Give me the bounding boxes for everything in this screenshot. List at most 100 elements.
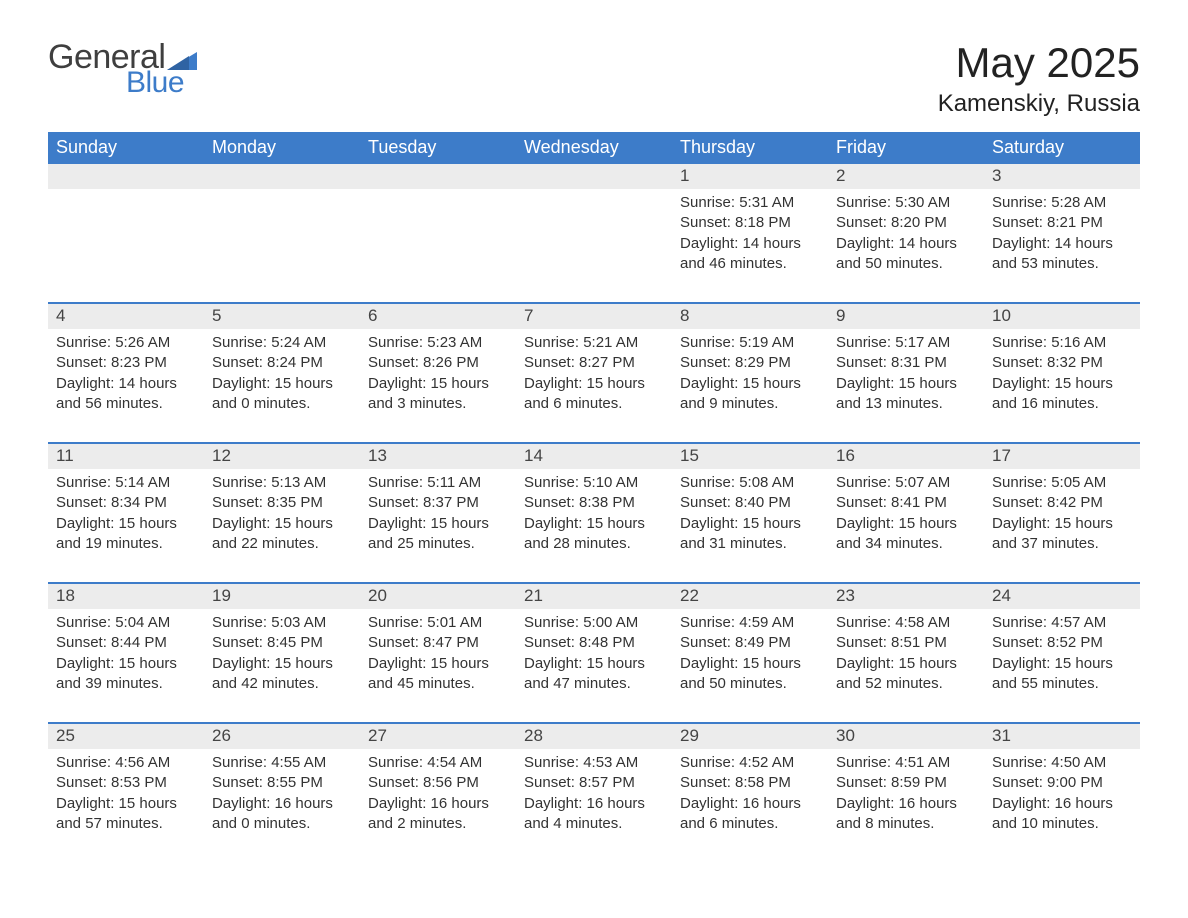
sunset-text: Sunset: 8:18 PM: [680, 213, 820, 233]
day-body-strip: Sunrise: 5:31 AMSunset: 8:18 PM Daylight:…: [48, 189, 1140, 302]
sunrise-text: Sunrise: 5:10 AM: [524, 473, 664, 493]
day-number: 28: [516, 724, 672, 749]
day-cell: Sunrise: 4:51 AMSunset: 8:59 PMDaylight:…: [828, 749, 984, 862]
day-number: 7: [516, 304, 672, 329]
day-cell: Sunrise: 5:01 AMSunset: 8:47 PMDaylight:…: [360, 609, 516, 722]
day-cell: Sunrise: 5:23 AMSunset: 8:26 PMDaylight:…: [360, 329, 516, 442]
sunrise-text: Sunrise: 5:01 AM: [368, 613, 508, 633]
daylight-text: Daylight: 15 hours and 31 minutes.: [680, 514, 820, 555]
sunset-text: Sunset: 8:48 PM: [524, 633, 664, 653]
sunset-text: Sunset: 8:40 PM: [680, 493, 820, 513]
day-number-strip: 18192021222324: [48, 584, 1140, 609]
daylight-text: Daylight: 16 hours and 6 minutes.: [680, 794, 820, 835]
sunset-text: Sunset: 8:57 PM: [524, 773, 664, 793]
day-cell: Sunrise: 4:50 AMSunset: 9:00 PMDaylight:…: [984, 749, 1140, 862]
title-block: May 2025 Kamenskiy, Russia: [938, 40, 1140, 118]
sunrise-text: Sunrise: 4:53 AM: [524, 753, 664, 773]
sunset-text: Sunset: 8:34 PM: [56, 493, 196, 513]
day-number: 2: [828, 164, 984, 189]
day-number: 1: [672, 164, 828, 189]
sunrise-text: Sunrise: 5:13 AM: [212, 473, 352, 493]
sunrise-text: Sunrise: 5:21 AM: [524, 333, 664, 353]
daylight-text: Daylight: 15 hours and 3 minutes.: [368, 374, 508, 415]
sunrise-text: Sunrise: 4:59 AM: [680, 613, 820, 633]
day-number-strip: 11121314151617: [48, 444, 1140, 469]
sunrise-text: Sunrise: 5:03 AM: [212, 613, 352, 633]
day-number: 19: [204, 584, 360, 609]
weekday-header: Monday: [204, 132, 360, 164]
day-cell: Sunrise: 5:11 AMSunset: 8:37 PMDaylight:…: [360, 469, 516, 582]
weekday-header: Tuesday: [360, 132, 516, 164]
month-title: May 2025: [938, 40, 1140, 86]
sunset-text: Sunset: 8:26 PM: [368, 353, 508, 373]
daylight-text: Daylight: 14 hours and 53 minutes.: [992, 234, 1132, 275]
sunset-text: Sunset: 8:45 PM: [212, 633, 352, 653]
day-number: 22: [672, 584, 828, 609]
day-cell: [48, 189, 204, 302]
sunrise-text: Sunrise: 4:50 AM: [992, 753, 1132, 773]
sunset-text: Sunset: 8:58 PM: [680, 773, 820, 793]
sunrise-text: Sunrise: 4:54 AM: [368, 753, 508, 773]
daylight-text: Daylight: 15 hours and 16 minutes.: [992, 374, 1132, 415]
sunrise-text: Sunrise: 4:58 AM: [836, 613, 976, 633]
sunrise-text: Sunrise: 5:24 AM: [212, 333, 352, 353]
daylight-text: Daylight: 16 hours and 8 minutes.: [836, 794, 976, 835]
day-cell: Sunrise: 5:19 AMSunset: 8:29 PMDaylight:…: [672, 329, 828, 442]
sunset-text: Sunset: 8:55 PM: [212, 773, 352, 793]
sunset-text: Sunset: 8:41 PM: [836, 493, 976, 513]
weekday-header: Wednesday: [516, 132, 672, 164]
calendar: Sunday Monday Tuesday Wednesday Thursday…: [48, 132, 1140, 862]
day-cell: Sunrise: 4:59 AMSunset: 8:49 PMDaylight:…: [672, 609, 828, 722]
day-number: [360, 164, 516, 189]
day-body-strip: Sunrise: 5:14 AMSunset: 8:34 PM Daylight:…: [48, 469, 1140, 582]
day-number: 13: [360, 444, 516, 469]
sunrise-text: Sunrise: 4:52 AM: [680, 753, 820, 773]
daylight-text: Daylight: 15 hours and 34 minutes.: [836, 514, 976, 555]
logo-word-blue: Blue: [126, 68, 197, 98]
day-number: [204, 164, 360, 189]
daylight-text: Daylight: 15 hours and 13 minutes.: [836, 374, 976, 415]
weekday-header: Thursday: [672, 132, 828, 164]
day-cell: Sunrise: 5:31 AMSunset: 8:18 PMDaylight:…: [672, 189, 828, 302]
day-cell: Sunrise: 4:56 AMSunset: 8:53 PMDaylight:…: [48, 749, 204, 862]
daylight-text: Daylight: 15 hours and 6 minutes.: [524, 374, 664, 415]
daylight-text: Daylight: 15 hours and 0 minutes.: [212, 374, 352, 415]
day-number: 15: [672, 444, 828, 469]
sunrise-text: Sunrise: 5:00 AM: [524, 613, 664, 633]
daylight-text: Daylight: 16 hours and 4 minutes.: [524, 794, 664, 835]
sunrise-text: Sunrise: 4:56 AM: [56, 753, 196, 773]
day-cell: Sunrise: 5:30 AMSunset: 8:20 PMDaylight:…: [828, 189, 984, 302]
sunrise-text: Sunrise: 5:28 AM: [992, 193, 1132, 213]
page-header: General Blue May 2025 Kamenskiy, Russia: [48, 40, 1140, 118]
weekday-header: Friday: [828, 132, 984, 164]
daylight-text: Daylight: 15 hours and 25 minutes.: [368, 514, 508, 555]
day-body-strip: Sunrise: 5:26 AMSunset: 8:23 PMDaylight:…: [48, 329, 1140, 442]
sunset-text: Sunset: 8:24 PM: [212, 353, 352, 373]
sunrise-text: Sunrise: 4:55 AM: [212, 753, 352, 773]
sunrise-text: Sunrise: 5:05 AM: [992, 473, 1132, 493]
sunrise-text: Sunrise: 5:14 AM: [56, 473, 196, 493]
sunset-text: Sunset: 8:42 PM: [992, 493, 1132, 513]
daylight-text: Daylight: 15 hours and 57 minutes.: [56, 794, 196, 835]
day-cell: Sunrise: 5:21 AMSunset: 8:27 PMDaylight:…: [516, 329, 672, 442]
day-body-strip: Sunrise: 5:04 AMSunset: 8:44 PMDaylight:…: [48, 609, 1140, 722]
sunrise-text: Sunrise: 5:17 AM: [836, 333, 976, 353]
daylight-text: Daylight: 15 hours and 9 minutes.: [680, 374, 820, 415]
sunset-text: Sunset: 8:21 PM: [992, 213, 1132, 233]
sunrise-text: Sunrise: 5:31 AM: [680, 193, 820, 213]
daylight-text: Daylight: 15 hours and 47 minutes.: [524, 654, 664, 695]
weekday-header: Saturday: [984, 132, 1140, 164]
daylight-text: Daylight: 14 hours and 56 minutes.: [56, 374, 196, 415]
day-cell: [360, 189, 516, 302]
daylight-text: Daylight: 14 hours and 50 minutes.: [836, 234, 976, 275]
day-cell: Sunrise: 5:14 AMSunset: 8:34 PMDaylight:…: [48, 469, 204, 582]
day-number: [516, 164, 672, 189]
day-number: 11: [48, 444, 204, 469]
day-number: 31: [984, 724, 1140, 749]
day-number: 18: [48, 584, 204, 609]
day-cell: Sunrise: 5:26 AMSunset: 8:23 PMDaylight:…: [48, 329, 204, 442]
sunrise-text: Sunrise: 5:26 AM: [56, 333, 196, 353]
daylight-text: Daylight: 16 hours and 2 minutes.: [368, 794, 508, 835]
day-cell: Sunrise: 5:03 AMSunset: 8:45 PMDaylight:…: [204, 609, 360, 722]
sunrise-text: Sunrise: 5:30 AM: [836, 193, 976, 213]
